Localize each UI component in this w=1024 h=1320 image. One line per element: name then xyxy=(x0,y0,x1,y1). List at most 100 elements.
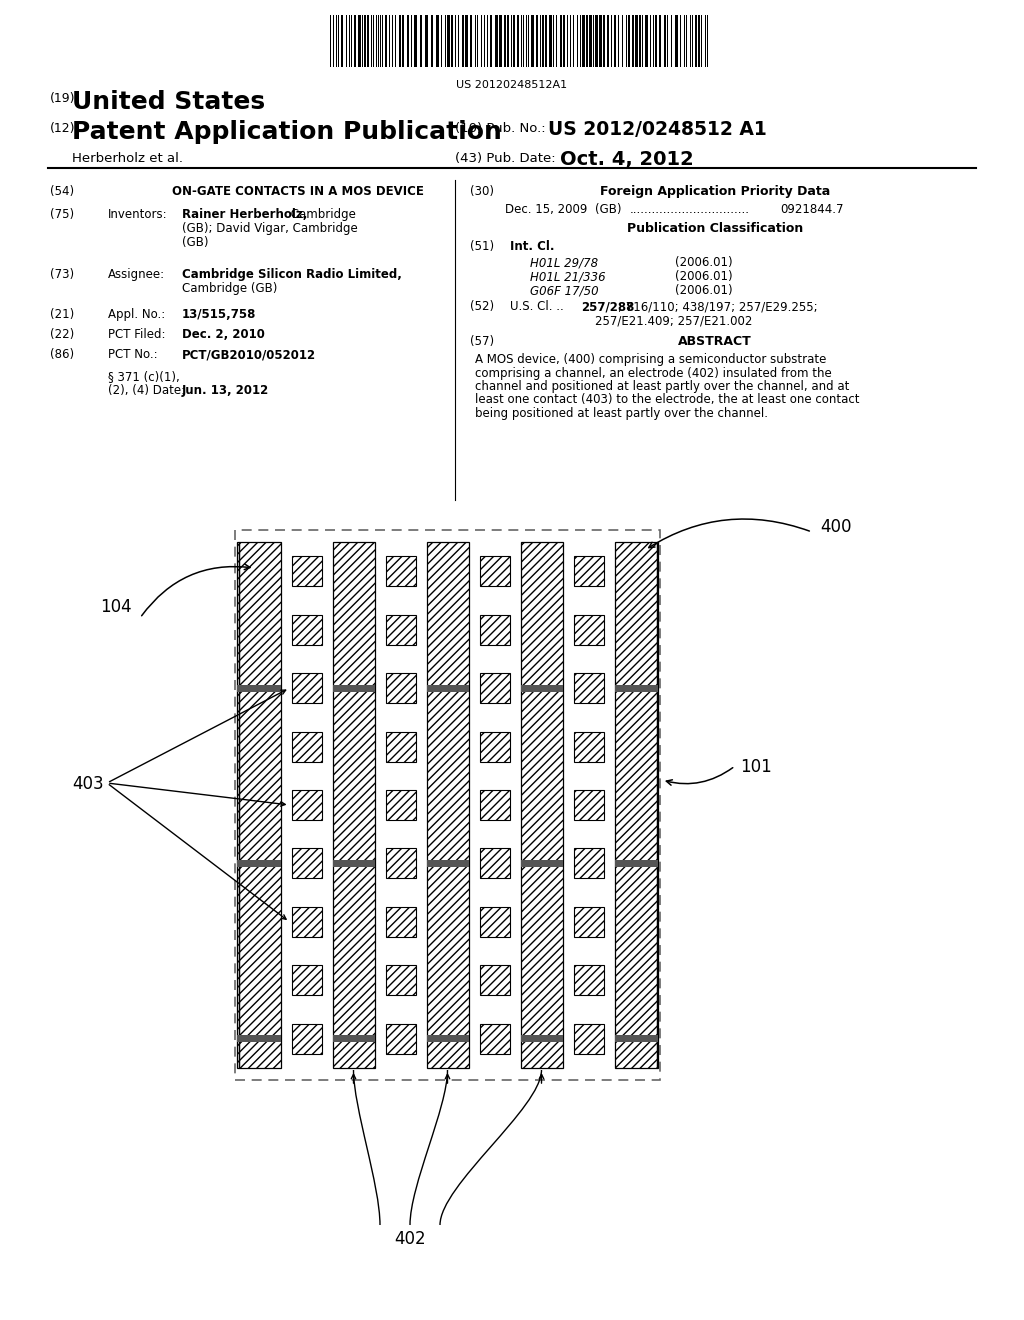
Text: Inventors:: Inventors: xyxy=(108,209,168,220)
Bar xyxy=(520,859,562,867)
Bar xyxy=(599,15,602,67)
Text: being positioned at least partly over the channel.: being positioned at least partly over th… xyxy=(475,407,768,420)
Text: Dec. 2, 2010: Dec. 2, 2010 xyxy=(182,327,265,341)
Text: G06F 17/50: G06F 17/50 xyxy=(530,284,599,297)
Bar xyxy=(656,859,658,867)
Bar xyxy=(573,789,603,820)
Bar xyxy=(451,15,453,67)
Bar xyxy=(358,15,361,67)
Bar xyxy=(385,731,416,762)
Text: H01L 29/78: H01L 29/78 xyxy=(530,256,598,269)
Text: 101: 101 xyxy=(740,758,772,776)
Bar xyxy=(237,685,239,692)
Bar xyxy=(292,673,322,704)
Text: (52): (52) xyxy=(470,300,495,313)
Bar xyxy=(427,859,469,867)
Bar xyxy=(385,849,416,878)
Text: Rainer Herberholz,: Rainer Herberholz, xyxy=(182,209,307,220)
Text: (22): (22) xyxy=(50,327,75,341)
Bar xyxy=(517,15,519,67)
Bar xyxy=(341,15,343,67)
Bar xyxy=(385,965,416,995)
Bar xyxy=(656,1035,658,1043)
Bar xyxy=(292,849,322,878)
Bar xyxy=(698,15,700,67)
Bar xyxy=(292,556,322,586)
Text: PCT Filed:: PCT Filed: xyxy=(108,327,166,341)
Text: (43) Pub. Date:: (43) Pub. Date: xyxy=(455,152,556,165)
Bar xyxy=(385,1024,416,1053)
Bar xyxy=(632,15,634,67)
Text: H01L 21/336: H01L 21/336 xyxy=(530,271,605,282)
Bar xyxy=(479,673,510,704)
Bar xyxy=(385,907,416,937)
Text: (86): (86) xyxy=(50,348,74,360)
Text: ; 716/110; 438/197; 257/E29.255;: ; 716/110; 438/197; 257/E29.255; xyxy=(618,300,817,313)
Bar xyxy=(292,907,322,937)
Text: (GB): (GB) xyxy=(595,203,622,216)
Bar xyxy=(385,556,416,586)
Bar xyxy=(402,15,404,67)
Text: Assignee:: Assignee: xyxy=(108,268,165,281)
Bar xyxy=(607,15,609,67)
Bar xyxy=(237,859,239,867)
Text: channel and positioned at least partly over the channel, and at: channel and positioned at least partly o… xyxy=(475,380,849,393)
Bar xyxy=(520,685,562,692)
Text: US 20120248512A1: US 20120248512A1 xyxy=(457,81,567,90)
Bar xyxy=(427,685,469,692)
Text: (2006.01): (2006.01) xyxy=(675,271,732,282)
Text: Cambridge (GB): Cambridge (GB) xyxy=(182,282,278,294)
Bar xyxy=(465,15,468,67)
Bar xyxy=(436,15,439,67)
Bar xyxy=(292,965,322,995)
Bar xyxy=(520,1035,562,1043)
Bar xyxy=(560,15,562,67)
Text: 104: 104 xyxy=(100,598,132,616)
Text: § 371 (c)(1),: § 371 (c)(1), xyxy=(108,370,180,383)
Text: (57): (57) xyxy=(470,335,495,348)
Text: ................................: ................................ xyxy=(630,203,750,216)
Text: Appl. No.:: Appl. No.: xyxy=(108,308,165,321)
Bar xyxy=(364,15,366,67)
Text: US 2012/0248512 A1: US 2012/0248512 A1 xyxy=(548,120,767,139)
Bar xyxy=(536,15,538,67)
Bar xyxy=(237,1035,239,1043)
Bar xyxy=(655,15,657,67)
Bar xyxy=(573,907,603,937)
Text: Oct. 4, 2012: Oct. 4, 2012 xyxy=(560,150,693,169)
Bar xyxy=(504,15,506,67)
Bar xyxy=(531,15,534,67)
Text: Foreign Application Priority Data: Foreign Application Priority Data xyxy=(600,185,830,198)
Text: 403: 403 xyxy=(72,775,103,793)
Bar xyxy=(656,685,658,692)
Bar xyxy=(614,859,656,867)
Text: PCT No.:: PCT No.: xyxy=(108,348,158,360)
Bar xyxy=(239,543,281,1068)
Bar xyxy=(427,1035,469,1043)
Text: (21): (21) xyxy=(50,308,75,321)
Bar xyxy=(234,531,660,1080)
Bar xyxy=(385,789,416,820)
Bar xyxy=(425,15,428,67)
Bar xyxy=(385,615,416,644)
Bar xyxy=(479,907,510,937)
Text: Jun. 13, 2012: Jun. 13, 2012 xyxy=(182,384,269,397)
Bar xyxy=(614,1035,656,1043)
Bar xyxy=(614,685,656,692)
Text: Dec. 15, 2009: Dec. 15, 2009 xyxy=(505,203,588,216)
Bar xyxy=(479,615,510,644)
Bar xyxy=(333,1035,375,1043)
Text: 257/E21.409; 257/E21.002: 257/E21.409; 257/E21.002 xyxy=(595,314,753,327)
Bar xyxy=(479,731,510,762)
Text: least one contact (403) to the electrode, the at least one contact: least one contact (403) to the electrode… xyxy=(475,393,859,407)
Text: ON-GATE CONTACTS IN A MOS DEVICE: ON-GATE CONTACTS IN A MOS DEVICE xyxy=(172,185,424,198)
Text: 400: 400 xyxy=(820,517,852,536)
Bar xyxy=(367,15,369,67)
Text: U.S. Cl. ..: U.S. Cl. .. xyxy=(510,300,564,313)
Bar xyxy=(664,15,666,67)
Text: Cambridge: Cambridge xyxy=(287,209,356,220)
Text: (75): (75) xyxy=(50,209,74,220)
Bar xyxy=(659,15,662,67)
Text: (54): (54) xyxy=(50,185,74,198)
Bar xyxy=(292,789,322,820)
